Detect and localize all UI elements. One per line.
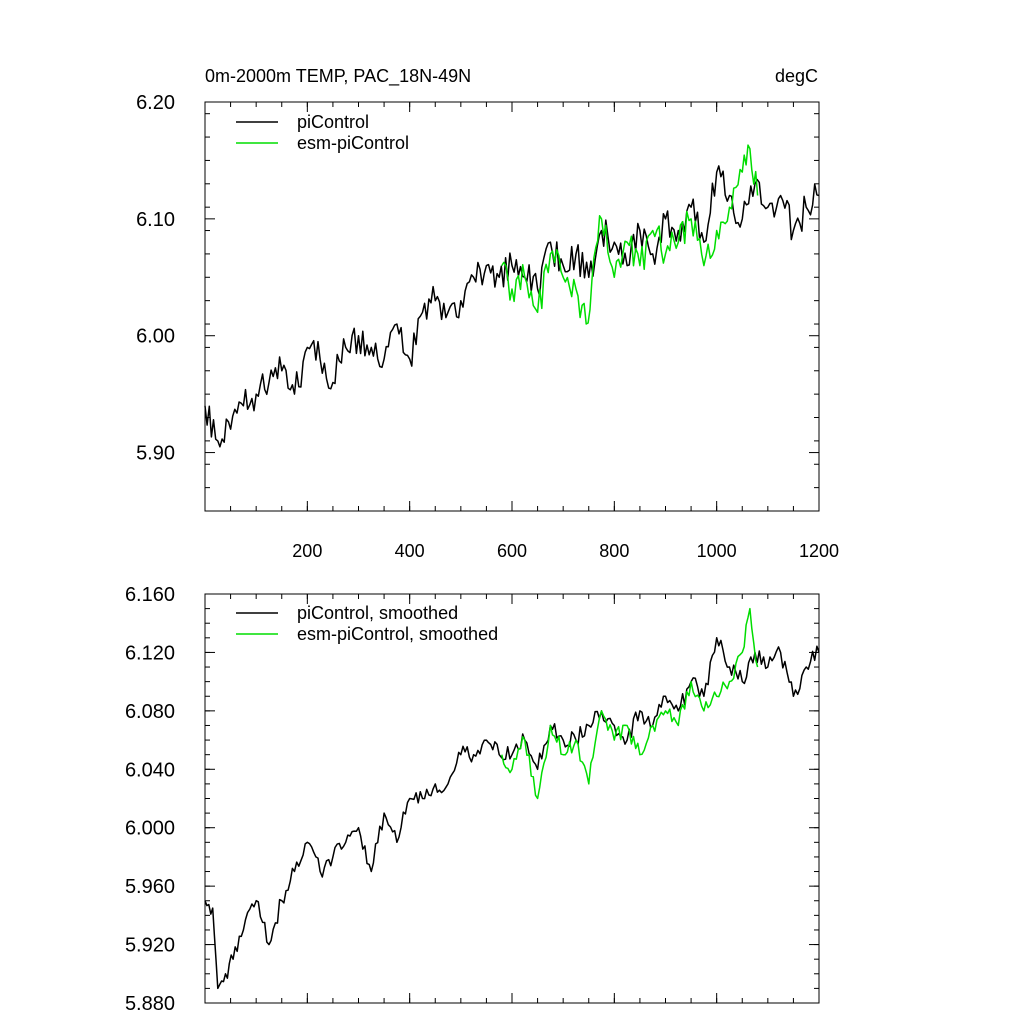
top-panel-title: 0m-2000m TEMP, PAC_18N-49N [205,66,471,87]
bottom-panel-ticks [205,593,820,1004]
x-tick-label: 600 [497,541,527,561]
y-tick-label: 5.880 [125,993,175,1015]
y-tick-label: 6.10 [136,209,175,231]
y-tick-label: 6.040 [125,759,175,781]
top-panel-ticks [205,101,820,512]
legend-label-piControl-smoothed: piControl, smoothed [297,603,458,623]
top-panel-series [204,144,820,448]
y-tick-label: 5.90 [136,443,175,465]
bottom-panel-y-labels: 5.880 5.920 5.960 6.000 6.040 6.080 6.120 6.160 [125,584,175,1015]
legend-label-esm-piControl-smoothed: esm-piControl, smoothed [297,624,498,644]
top-panel-frame [204,101,820,512]
y-tick-label: 5.960 [125,876,175,898]
x-tick-label: 400 [395,541,425,561]
top-panel-x-labels: 200 400 600 800 1000 1200 [292,541,839,561]
bottom-panel-frame [204,593,820,1004]
x-tick-label: 1200 [799,541,839,561]
bottom-panel-series [204,607,820,990]
top-panel: 0m-2000m TEMP, PAC_18N-49N degC 5.90 6.00… [136,66,839,561]
series-line-picontrol-smoothed [204,637,820,990]
legend-label-esm-piControl: esm-piControl [297,133,409,153]
y-tick-label: 6.120 [125,642,175,664]
bottom-panel: 5.880 5.920 5.960 6.000 6.040 6.080 6.120 6.160… [125,584,820,1015]
y-tick-label: 6.20 [136,92,175,114]
y-tick-label: 5.920 [125,935,175,957]
y-tick-label: 6.080 [125,701,175,723]
series-line-esm-picontrol-smoothed [501,607,759,800]
top-panel-units: degC [775,66,818,86]
top-panel-y-labels: 5.90 6.00 6.10 6.20 [136,92,175,465]
top-panel-legend: piControl esm-piControl [236,112,409,153]
x-tick-label: 1000 [697,541,737,561]
bottom-panel-legend: piControl, smoothed esm-piControl, smoot… [236,603,498,644]
series-line-esm-picontrol [501,144,759,325]
x-tick-label: 200 [292,541,322,561]
legend-label-piControl: piControl [297,112,369,132]
y-tick-label: 6.00 [136,326,175,348]
series-line-picontrol [204,165,820,448]
y-tick-label: 6.000 [125,818,175,840]
x-tick-label: 800 [599,541,629,561]
y-tick-label: 6.160 [125,584,175,606]
